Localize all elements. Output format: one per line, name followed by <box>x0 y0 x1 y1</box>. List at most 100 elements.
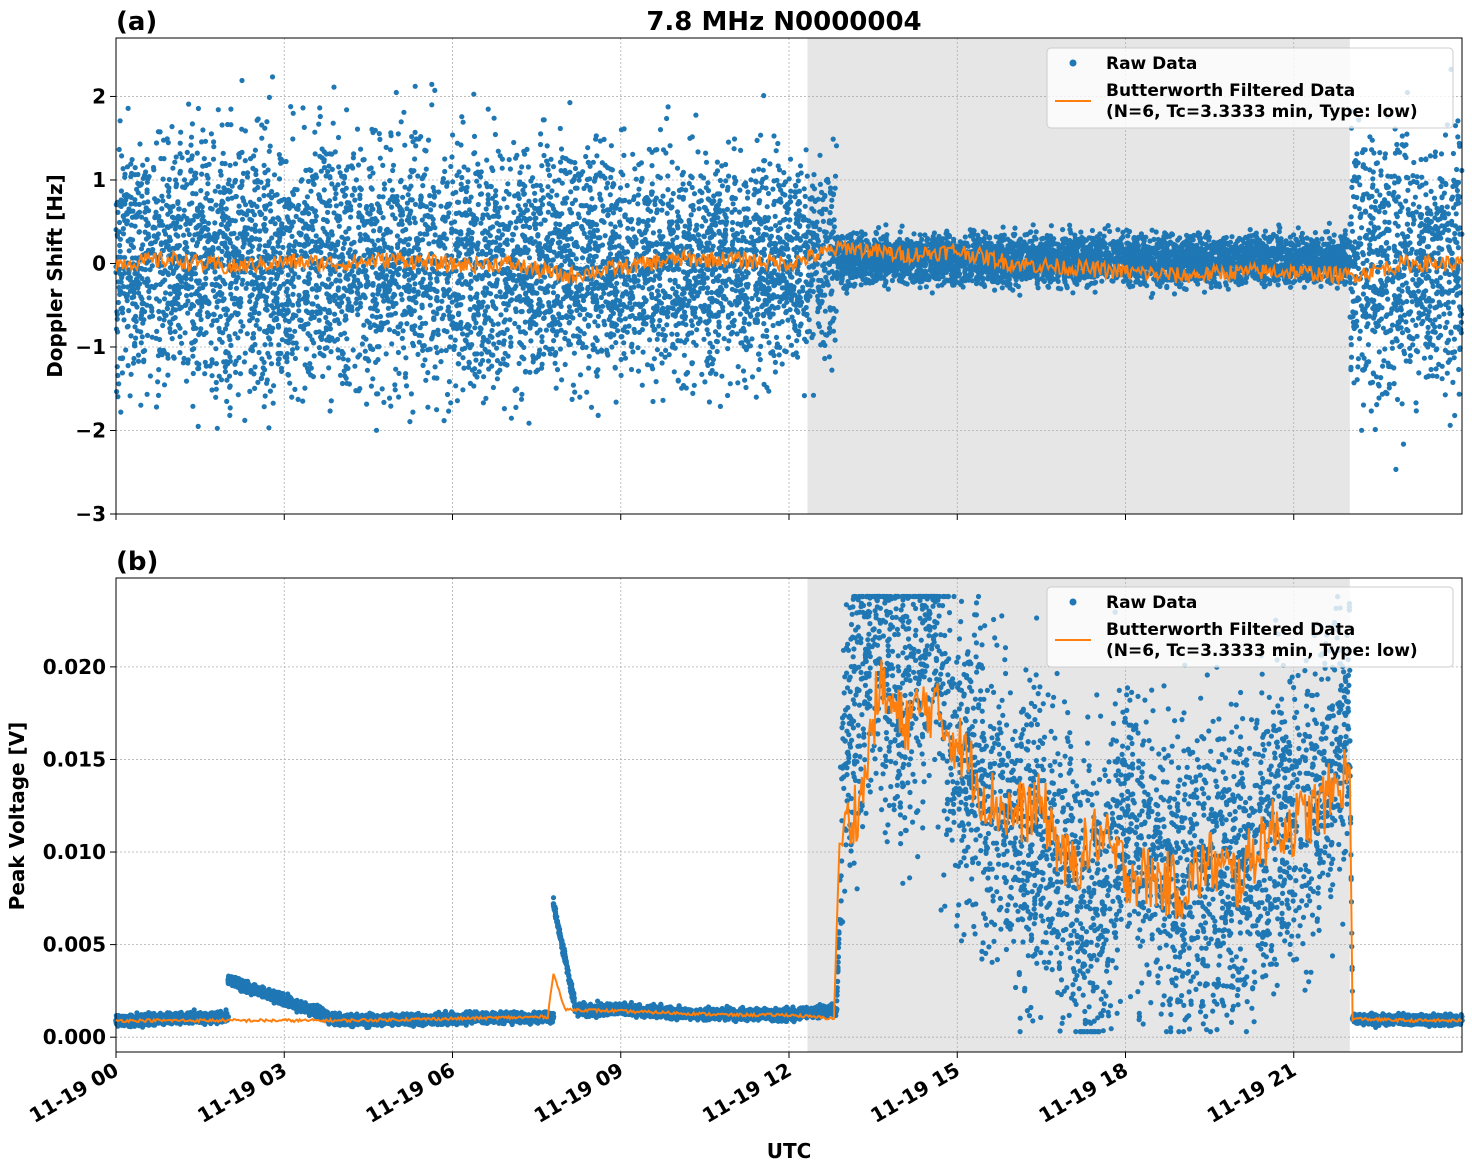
raw-data-point <box>411 286 417 292</box>
raw-data-point <box>219 206 225 212</box>
raw-data-point <box>250 335 257 341</box>
raw-data-point <box>400 328 406 334</box>
raw-data-point <box>795 201 801 207</box>
raw-data-point <box>417 237 423 244</box>
raw-data-point <box>177 224 183 230</box>
raw-data-point <box>559 377 565 383</box>
raw-data-point <box>435 306 441 312</box>
raw-data-point <box>543 344 549 350</box>
raw-data-point <box>753 179 759 185</box>
raw-data-point <box>409 270 415 276</box>
raw-data-point <box>188 142 194 148</box>
raw-data-point <box>356 224 362 230</box>
raw-data-point <box>156 316 163 322</box>
raw-data-point <box>682 339 688 345</box>
raw-data-point <box>133 335 139 341</box>
raw-data-point <box>199 139 205 145</box>
raw-data-point <box>594 373 600 379</box>
raw-data-point <box>338 332 344 338</box>
raw-data-point <box>507 298 513 304</box>
raw-data-point <box>466 198 472 205</box>
raw-data-point <box>159 193 165 199</box>
raw-data-point <box>257 274 264 280</box>
raw-data-point <box>791 229 797 235</box>
raw-data-point <box>506 157 512 163</box>
raw-data-point <box>348 214 354 220</box>
raw-data-point <box>264 119 270 125</box>
raw-data-point <box>444 391 451 398</box>
raw-data-point <box>587 163 593 169</box>
raw-data-point <box>568 189 574 195</box>
raw-data-point <box>395 349 401 356</box>
raw-data-point <box>343 363 349 370</box>
raw-data-point <box>302 385 308 391</box>
raw-data-point <box>275 351 281 357</box>
raw-data-point <box>142 229 148 235</box>
raw-data-point <box>144 179 150 185</box>
raw-data-point <box>767 306 773 312</box>
raw-data-point <box>532 197 538 204</box>
raw-data-point <box>631 284 637 290</box>
raw-data-point <box>191 303 197 309</box>
raw-data-point <box>434 407 440 413</box>
raw-data-point <box>171 355 177 361</box>
raw-data-point <box>146 295 152 301</box>
raw-data-point <box>476 369 482 375</box>
raw-data-point <box>401 284 407 290</box>
raw-data-point <box>499 329 506 335</box>
raw-data-point <box>811 172 817 178</box>
raw-data-point <box>157 129 163 135</box>
raw-data-point <box>468 237 474 243</box>
raw-data-point <box>467 345 473 351</box>
raw-data-point <box>186 201 193 207</box>
raw-data-point <box>833 143 840 149</box>
raw-data-point <box>195 423 201 429</box>
raw-data-point <box>307 361 313 367</box>
raw-data-point <box>324 319 330 325</box>
raw-data-point <box>131 343 137 349</box>
raw-data-point <box>716 319 722 325</box>
raw-data-point <box>165 355 171 361</box>
raw-data-point <box>334 213 340 219</box>
raw-data-point <box>531 211 537 217</box>
raw-data-point <box>495 148 501 154</box>
raw-data-point <box>546 302 552 309</box>
raw-data-point <box>650 230 657 236</box>
raw-data-point <box>489 299 496 305</box>
raw-data-point <box>313 282 319 288</box>
raw-data-point <box>359 341 365 347</box>
raw-data-point <box>124 292 130 298</box>
raw-data-point <box>286 327 293 333</box>
raw-data-point <box>773 248 779 255</box>
raw-data-point <box>489 195 496 201</box>
raw-data-point <box>195 280 201 286</box>
raw-data-point <box>448 334 454 340</box>
raw-data-point <box>476 183 482 189</box>
raw-data-point <box>479 251 485 257</box>
raw-data-point <box>234 235 240 241</box>
raw-data-point <box>316 273 322 279</box>
raw-data-point <box>385 305 391 311</box>
raw-data-point <box>343 167 350 173</box>
raw-data-point <box>423 166 429 172</box>
raw-data-point <box>730 201 736 207</box>
raw-data-point <box>423 204 430 210</box>
raw-data-point <box>792 189 798 195</box>
raw-data-point <box>452 219 458 225</box>
raw-data-point <box>398 119 404 125</box>
raw-data-point <box>573 256 579 262</box>
raw-data-point <box>448 400 454 406</box>
raw-data-point <box>125 363 131 369</box>
raw-data-point <box>570 382 577 388</box>
raw-data-point <box>738 147 744 153</box>
raw-data-point <box>420 347 426 353</box>
raw-data-point <box>135 190 141 196</box>
raw-data-point <box>723 178 729 184</box>
raw-data-point <box>659 360 665 366</box>
raw-data-point <box>181 177 188 183</box>
raw-data-point <box>186 101 192 107</box>
raw-data-point <box>388 403 394 409</box>
raw-data-point <box>269 195 275 201</box>
raw-data-point <box>275 310 282 316</box>
raw-data-point <box>612 224 618 230</box>
